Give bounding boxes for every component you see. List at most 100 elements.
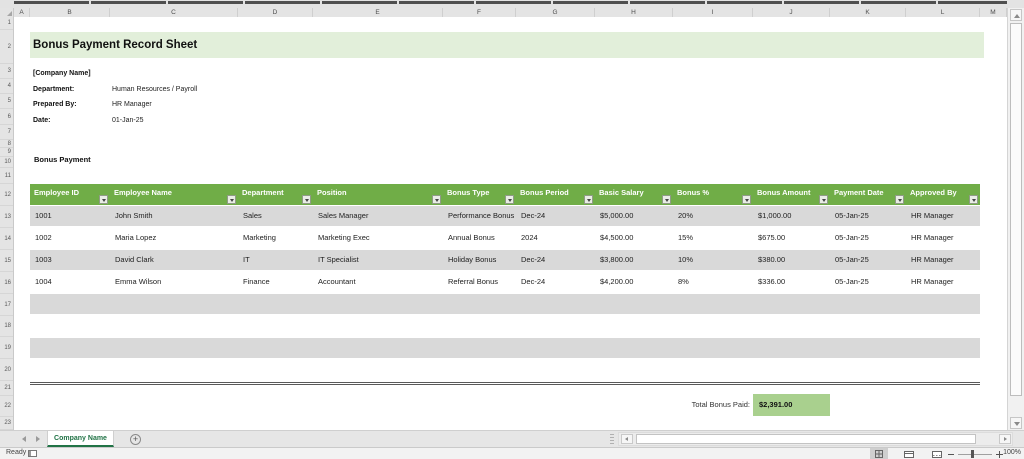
cell[interactable] (110, 316, 238, 338)
row-header-8[interactable]: 8 (0, 140, 13, 148)
table-header-cell[interactable]: Bonus % (673, 184, 753, 206)
table-header-cell[interactable]: Employee ID (30, 184, 110, 206)
row-header-11[interactable]: 11 (0, 168, 13, 184)
cell[interactable]: 05-Jan-25 (835, 277, 869, 286)
column-header-J[interactable]: J (753, 8, 830, 17)
cell[interactable] (830, 294, 906, 314)
cell[interactable] (238, 338, 313, 358)
cell[interactable] (673, 338, 753, 358)
cell[interactable]: 1003 (35, 255, 52, 264)
title-band-cell[interactable] (30, 32, 984, 58)
cell[interactable]: Annual Bonus (448, 233, 495, 242)
cell[interactable]: HR Manager (911, 233, 954, 242)
cell[interactable] (443, 316, 516, 338)
table-header-cell[interactable]: Bonus Type (443, 184, 516, 206)
field-value[interactable]: Human Resources / Payroll (112, 86, 198, 93)
cell[interactable] (753, 316, 830, 338)
scroll-up-icon[interactable] (1010, 9, 1022, 21)
cell[interactable]: 05-Jan-25 (835, 211, 869, 220)
row-header-16[interactable]: 16 (0, 272, 13, 294)
table-header-cell[interactable]: Position (313, 184, 443, 206)
cell[interactable] (595, 316, 673, 338)
filter-dropdown-icon[interactable] (969, 195, 978, 204)
total-bonus-label[interactable]: Total Bonus Paid: (691, 400, 750, 409)
cell[interactable]: $5,000.00 (600, 211, 634, 220)
cell[interactable] (595, 294, 673, 314)
cell[interactable] (673, 294, 753, 314)
cell[interactable] (906, 338, 980, 358)
row-header-4[interactable]: 4 (0, 79, 13, 94)
cell[interactable]: 10% (678, 255, 694, 264)
scroll-down-icon[interactable] (1010, 417, 1022, 429)
cell[interactable]: $336.00 (758, 277, 786, 286)
select-all-corner[interactable] (0, 8, 14, 17)
cell[interactable]: John Smith (115, 211, 153, 220)
column-header-E[interactable]: E (313, 8, 443, 17)
cell[interactable] (906, 360, 980, 382)
scroll-left-icon[interactable] (621, 434, 633, 444)
page-title[interactable]: Bonus Payment Record Sheet (33, 39, 198, 51)
cell[interactable]: Performance Bonus (448, 211, 515, 220)
column-header-G[interactable]: G (516, 8, 595, 17)
cell[interactable]: 1001 (35, 211, 52, 220)
table-header-cell[interactable]: Basic Salary (595, 184, 673, 206)
cell[interactable]: Holiday Bonus (448, 255, 497, 264)
zoom-level-text[interactable]: 100% (1003, 449, 1021, 456)
zoom-slider-handle[interactable] (971, 450, 974, 458)
filter-dropdown-icon[interactable] (432, 195, 441, 204)
row-header-1[interactable]: 1 (0, 17, 13, 30)
cell[interactable]: David Clark (115, 255, 154, 264)
zoom-out-button[interactable] (948, 453, 954, 455)
horizontal-scrollbar-thumb[interactable] (636, 434, 976, 444)
filter-dropdown-icon[interactable] (505, 195, 514, 204)
cell[interactable]: Dec-24 (521, 211, 546, 220)
company-name-cell[interactable]: [Company Name] (33, 70, 91, 77)
table-header-cell[interactable]: Department (238, 184, 313, 206)
cell[interactable]: Marketing Exec (318, 233, 370, 242)
sheet-nav-right-icon[interactable] (36, 436, 40, 442)
field-value[interactable]: 01-Jan-25 (112, 117, 144, 124)
add-sheet-icon[interactable] (130, 434, 141, 445)
total-bonus-value-cell[interactable]: $2,391.00 (753, 394, 830, 416)
sheet-tab-company-name[interactable]: Company Name (47, 431, 114, 447)
cell[interactable]: Marketing (243, 233, 276, 242)
table-header-cell[interactable]: Payment Date (830, 184, 906, 206)
table-header-cell[interactable]: Approved By (906, 184, 980, 206)
cell[interactable] (313, 360, 443, 382)
column-header-L[interactable]: L (906, 8, 980, 17)
column-header-H[interactable]: H (595, 8, 673, 17)
cell[interactable]: IT Specialist (318, 255, 359, 264)
cell[interactable]: 1002 (35, 233, 52, 242)
cell[interactable]: 2024 (521, 233, 538, 242)
filter-dropdown-icon[interactable] (895, 195, 904, 204)
cell[interactable] (516, 360, 595, 382)
cell[interactable] (238, 316, 313, 338)
cell[interactable]: $4,200.00 (600, 277, 634, 286)
filter-dropdown-icon[interactable] (302, 195, 311, 204)
cell[interactable] (443, 360, 516, 382)
cell[interactable]: Sales (243, 211, 262, 220)
row-header-14[interactable]: 14 (0, 228, 13, 250)
cell[interactable] (595, 360, 673, 382)
row-header-5[interactable]: 5 (0, 94, 13, 109)
cell[interactable]: IT (243, 255, 250, 264)
cell[interactable] (516, 338, 595, 358)
cell[interactable] (830, 360, 906, 382)
cell[interactable] (906, 316, 980, 338)
table-header-cell[interactable]: Bonus Amount (753, 184, 830, 206)
filter-dropdown-icon[interactable] (584, 195, 593, 204)
row-header-3[interactable]: 3 (0, 64, 13, 79)
cell[interactable]: HR Manager (911, 277, 954, 286)
table-header-cell[interactable]: Employee Name (110, 184, 238, 206)
filter-dropdown-icon[interactable] (227, 195, 236, 204)
cell[interactable] (238, 360, 313, 382)
column-header-I[interactable]: I (673, 8, 753, 17)
column-header-F[interactable]: F (443, 8, 516, 17)
cell[interactable] (313, 316, 443, 338)
cell[interactable] (516, 316, 595, 338)
horizontal-scrollbar[interactable] (618, 432, 1013, 446)
cell[interactable] (443, 338, 516, 358)
field-label[interactable]: Date: (33, 117, 51, 124)
field-value[interactable]: HR Manager (112, 101, 152, 108)
row-header-19[interactable]: 19 (0, 337, 13, 359)
